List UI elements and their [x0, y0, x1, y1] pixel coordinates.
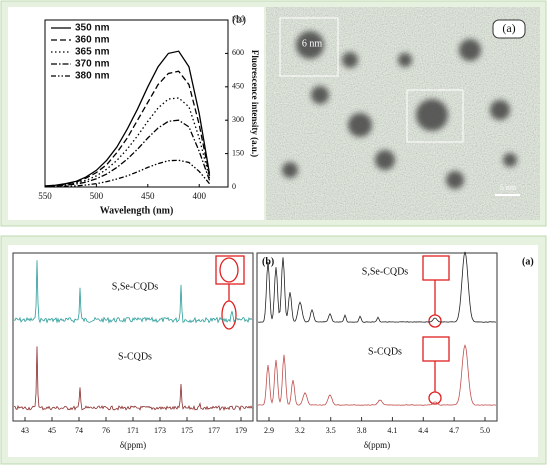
nanoparticle — [503, 153, 517, 167]
nmr-tick-label: 3.5 — [326, 426, 336, 435]
nanoparticle — [446, 171, 464, 189]
nmr-trace — [13, 346, 253, 412]
nmr-tick-label: 173 — [154, 426, 166, 435]
nmr-panel — [8, 245, 538, 457]
nmr-tick-label: 171 — [127, 426, 139, 435]
y-tick-label: 600 — [232, 48, 244, 57]
y-tick-label: 150 — [232, 148, 244, 157]
series-line — [44, 50, 211, 187]
tem-image: 6 nm (a) 5 nm — [266, 7, 540, 220]
nmr-left-upper-label: S,Se-CQDs — [112, 281, 159, 292]
tem-panel-label: (a) — [502, 21, 515, 35]
nmr-left-xlabel: δ(ppm) — [120, 440, 146, 450]
x-tick-label: 500 — [90, 191, 104, 201]
nanoparticle — [348, 113, 372, 137]
nanoparticle — [490, 100, 510, 120]
legend-label: 380 nm — [75, 71, 110, 82]
nmr-trace — [13, 260, 253, 324]
nanoparticle — [282, 162, 298, 178]
nmr-tick-label: 2.9 — [264, 426, 274, 435]
nmr-right-xlabel: δ(ppm) — [364, 440, 390, 450]
nanoparticle — [459, 39, 481, 61]
nmr-tick-label: 179 — [235, 426, 247, 435]
x-tick-label: 550 — [38, 191, 52, 201]
nmr-left-lower-label: S-CQDs — [118, 351, 152, 362]
legend-label: 350 nm — [75, 23, 110, 34]
y-axis-label: Fluorescence intensity (a.u.) — [250, 50, 260, 157]
legend-label: 365 nm — [75, 47, 110, 58]
nanoparticle — [342, 52, 358, 68]
nmr-left-panel-label: (b) — [262, 256, 274, 267]
legend-label: 370 nm — [75, 59, 110, 70]
nanoparticle — [398, 53, 412, 67]
nmr-right-panel-label: (a) — [522, 256, 534, 267]
tem-inset-label: 6 nm — [302, 38, 323, 49]
nmr-tick-label: 45 — [48, 426, 56, 435]
nmr-right-lower-label: S-CQDs — [368, 346, 402, 357]
x-tick-label: 450 — [141, 191, 155, 201]
nmr-tick-label: 177 — [208, 426, 220, 435]
tem-scale-label: 5 nm — [500, 183, 517, 192]
nmr-tick-label: 76 — [102, 426, 110, 435]
nmr-right-frame — [256, 252, 498, 422]
nanoparticle — [416, 99, 448, 131]
nmr-tick-label: 175 — [181, 426, 193, 435]
series-line — [44, 70, 211, 187]
y-tick-label: 0 — [232, 182, 236, 191]
series-line — [44, 119, 211, 188]
nmr-insets — [215, 255, 450, 405]
nmr-trace — [257, 344, 497, 406]
plot-frame — [44, 19, 229, 188]
x-axis-label: Wavelength (nm) — [100, 205, 174, 216]
nmr-tick-label: 4.7 — [449, 426, 459, 435]
legend-label: 360 nm — [75, 35, 110, 46]
nmr-right-upper-label: S,Se-CQDs — [362, 266, 409, 277]
y-tick-label: 300 — [232, 115, 244, 124]
nmr-tick-label: 5.0 — [480, 426, 490, 435]
nmr-tick-label: 3.8 — [357, 426, 367, 435]
panel-label: (b) — [232, 12, 246, 26]
nmr-tick-label: 43 — [21, 426, 29, 435]
y-tick-label: 450 — [232, 82, 244, 91]
nanoparticle — [296, 31, 324, 59]
nmr-tick-label: 3.2 — [295, 426, 305, 435]
nmr-tick-label: 4.4 — [418, 426, 428, 435]
nanoparticle — [311, 86, 329, 104]
nmr-trace — [258, 251, 497, 323]
nanoparticle — [375, 150, 395, 170]
nmr-tick-label: 74 — [75, 426, 83, 435]
chart-panel — [8, 7, 264, 220]
y-tick-label: 750 — [232, 15, 244, 24]
nmr-spectra — [13, 251, 497, 412]
x-tick-label: 400 — [192, 191, 206, 201]
nmr-tick-label: 4.1 — [387, 426, 397, 435]
